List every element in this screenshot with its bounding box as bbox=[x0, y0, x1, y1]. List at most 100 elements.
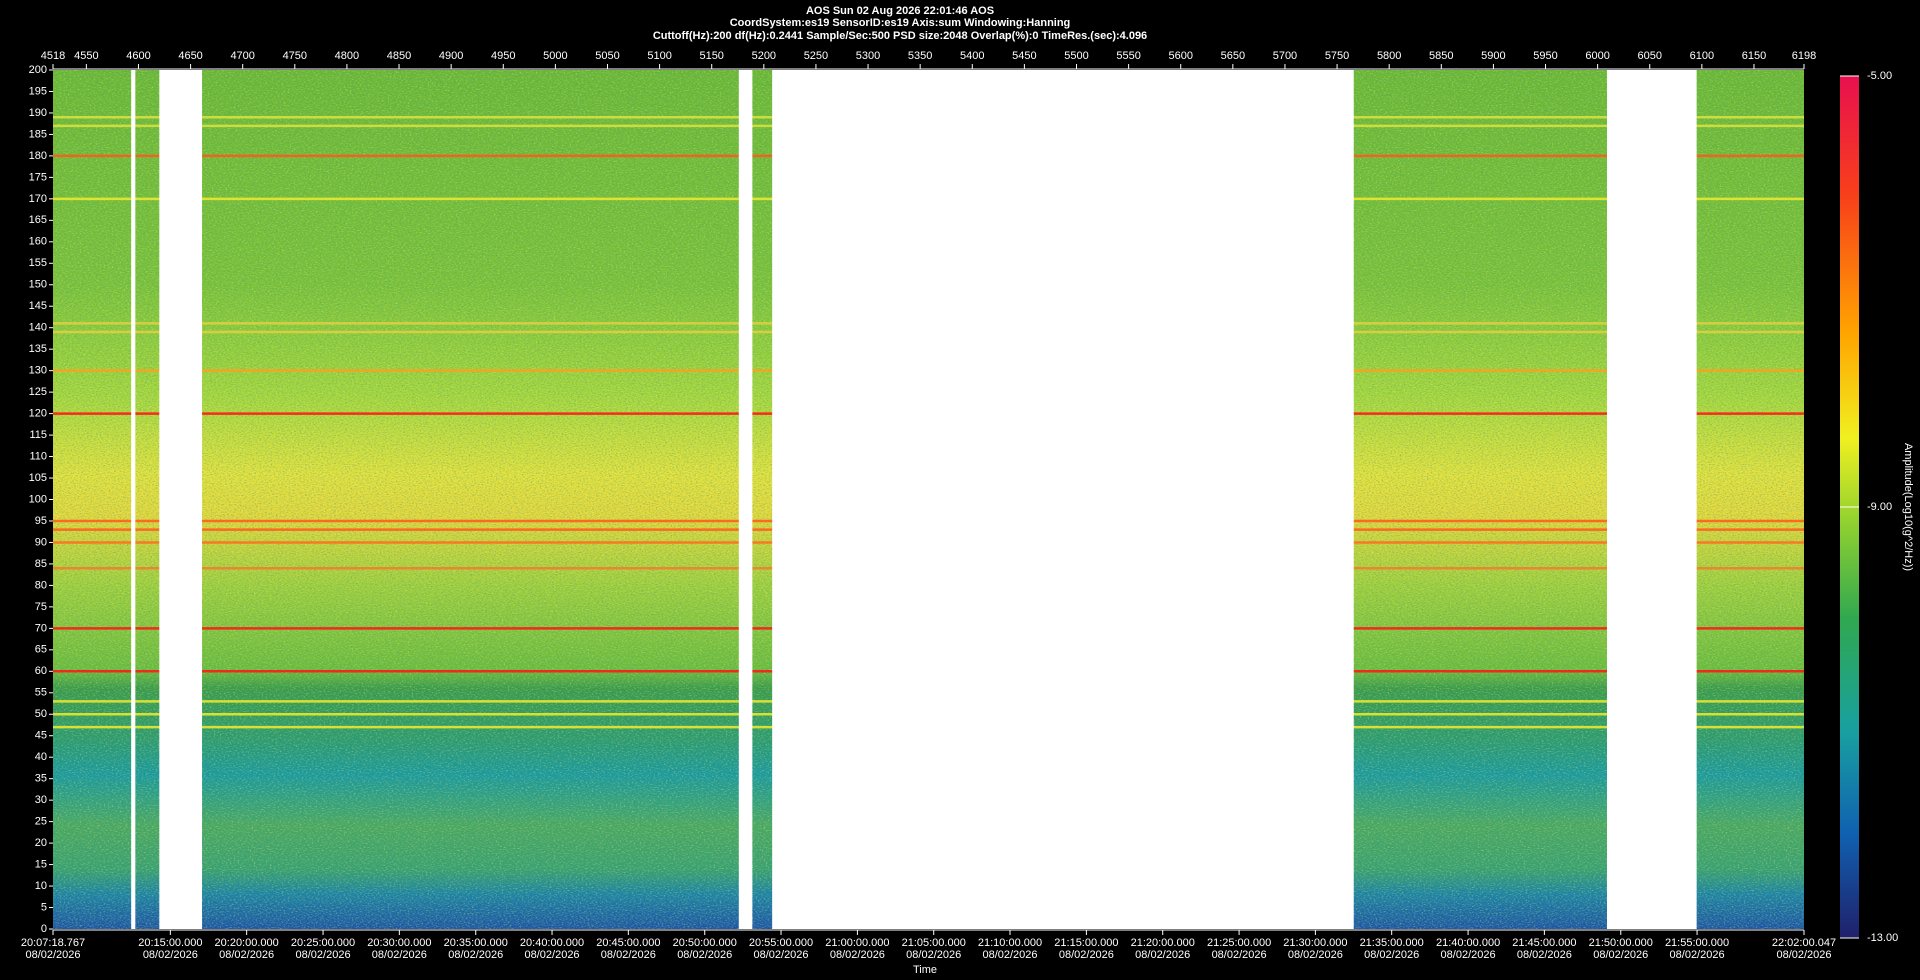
x-tick-label-time: 21:50:00.000 bbox=[1589, 937, 1653, 949]
x-tick-label-time: 21:10:00.000 bbox=[978, 937, 1042, 949]
y-tick-label: 105 bbox=[29, 472, 47, 484]
y-tick-label: 40 bbox=[35, 751, 47, 763]
x-tick-label-date: 08/02/2026 bbox=[1593, 949, 1648, 961]
y-tick-label: 75 bbox=[35, 601, 47, 613]
x-tick-label-top: 5650 bbox=[1221, 50, 1245, 62]
y-tick-label: 145 bbox=[29, 300, 47, 312]
x-tick-label-date: 08/02/2026 bbox=[25, 949, 80, 961]
x-tick-label-top: 5250 bbox=[804, 50, 828, 62]
y-tick-label: 135 bbox=[29, 343, 47, 355]
x-tick-label-date: 08/02/2026 bbox=[372, 949, 427, 961]
x-axis-label: Time bbox=[913, 964, 937, 976]
y-tick-label: 45 bbox=[35, 730, 47, 742]
x-tick-label-date: 08/02/2026 bbox=[448, 949, 503, 961]
x-tick-label-top: 5900 bbox=[1481, 50, 1505, 62]
x-tick-label-time: 22:02:00.047 bbox=[1772, 937, 1836, 949]
y-tick-label: 175 bbox=[29, 171, 47, 183]
x-tick-label-date: 08/02/2026 bbox=[1441, 949, 1496, 961]
x-tick-label-date: 08/02/2026 bbox=[143, 949, 198, 961]
x-tick-label-time: 21:15:00.000 bbox=[1054, 937, 1118, 949]
x-tick-label-top: 4518 bbox=[41, 50, 65, 62]
x-tick-label-date: 08/02/2026 bbox=[906, 949, 961, 961]
x-tick-label-top: 5150 bbox=[699, 50, 723, 62]
x-tick-label-top: 4600 bbox=[126, 50, 150, 62]
x-tick-label-date: 08/02/2026 bbox=[525, 949, 580, 961]
x-tick-label-time: 20:20:00.000 bbox=[215, 937, 279, 949]
x-tick-label-top: 5750 bbox=[1325, 50, 1349, 62]
y-tick-label: 70 bbox=[35, 622, 47, 634]
x-tick-label-time: 20:40:00.000 bbox=[520, 937, 584, 949]
x-tick-label-top: 5050 bbox=[595, 50, 619, 62]
colorbar-tick-label: -13.00 bbox=[1867, 932, 1898, 944]
x-tick-label-time: 21:05:00.000 bbox=[902, 937, 966, 949]
y-tick-label: 115 bbox=[29, 429, 47, 441]
y-tick-label: 125 bbox=[29, 386, 47, 398]
x-tick-label-top: 5800 bbox=[1377, 50, 1401, 62]
y-tick-label: 30 bbox=[35, 794, 47, 806]
data-gap bbox=[131, 70, 136, 929]
x-tick-label-date: 08/02/2026 bbox=[982, 949, 1037, 961]
x-tick-label-time: 20:15:00.000 bbox=[138, 937, 202, 949]
y-tick-label: 120 bbox=[29, 408, 47, 420]
x-tick-label-time: 21:40:00.000 bbox=[1436, 937, 1500, 949]
x-tick-label-date: 08/02/2026 bbox=[1212, 949, 1267, 961]
x-tick-label-top: 5550 bbox=[1116, 50, 1140, 62]
x-tick-label-top: 4900 bbox=[439, 50, 463, 62]
data-gap bbox=[159, 70, 203, 929]
x-tick-label-top: 5950 bbox=[1533, 50, 1557, 62]
y-tick-label: 110 bbox=[29, 450, 47, 462]
colorbar-tick-label: -5.00 bbox=[1867, 70, 1892, 82]
x-tick-label-date: 08/02/2026 bbox=[1670, 949, 1725, 961]
colorbar-tick-label: -9.00 bbox=[1867, 501, 1892, 513]
x-tick-label-top: 4800 bbox=[335, 50, 359, 62]
x-tick-label-date: 08/02/2026 bbox=[1288, 949, 1343, 961]
x-tick-label-top: 4550 bbox=[74, 50, 98, 62]
y-tick-label: 50 bbox=[35, 708, 47, 720]
x-tick-label-top: 4950 bbox=[491, 50, 515, 62]
y-tick-label: 165 bbox=[29, 214, 47, 226]
data-gap bbox=[772, 70, 1354, 929]
x-tick-label-top: 6150 bbox=[1742, 50, 1766, 62]
y-tick-label: 160 bbox=[29, 236, 47, 248]
y-tick-label: 15 bbox=[35, 858, 47, 870]
x-tick-label-date: 08/02/2026 bbox=[1364, 949, 1419, 961]
y-tick-label: 85 bbox=[35, 558, 47, 570]
x-tick-label-top: 4850 bbox=[387, 50, 411, 62]
y-tick-label: 5 bbox=[41, 901, 47, 913]
x-tick-label-top: 4650 bbox=[178, 50, 202, 62]
x-tick-label-time: 21:25:00.000 bbox=[1207, 937, 1271, 949]
x-tick-label-time: 20:45:00.000 bbox=[596, 937, 660, 949]
x-tick-label-time: 20:55:00.000 bbox=[749, 937, 813, 949]
y-tick-label: 95 bbox=[35, 515, 47, 527]
x-tick-label-top: 4700 bbox=[230, 50, 254, 62]
x-tick-label-top: 6050 bbox=[1638, 50, 1662, 62]
x-tick-label-top: 6000 bbox=[1585, 50, 1609, 62]
x-tick-label-time: 20:25:00.000 bbox=[291, 937, 355, 949]
y-tick-label: 90 bbox=[35, 536, 47, 548]
x-tick-label-top: 5000 bbox=[543, 50, 567, 62]
data-gap bbox=[738, 70, 753, 929]
x-tick-label-date: 08/02/2026 bbox=[601, 949, 656, 961]
x-tick-label-date: 08/02/2026 bbox=[1135, 949, 1190, 961]
x-tick-label-top: 5850 bbox=[1429, 50, 1453, 62]
x-tick-label-time: 21:45:00.000 bbox=[1512, 937, 1576, 949]
colorbar-label: Amplitude(Log10(g^2/Hz)) bbox=[1902, 443, 1914, 571]
y-tick-label: 155 bbox=[29, 257, 47, 269]
y-tick-label: 10 bbox=[35, 880, 47, 892]
y-tick-label: 140 bbox=[29, 322, 47, 334]
y-tick-label: 190 bbox=[29, 107, 47, 119]
x-tick-label-top: 6198 bbox=[1792, 50, 1816, 62]
x-tick-label-date: 08/02/2026 bbox=[753, 949, 808, 961]
plot-area bbox=[53, 70, 1804, 929]
y-tick-label: 55 bbox=[35, 687, 47, 699]
x-tick-label-top: 5700 bbox=[1273, 50, 1297, 62]
x-tick-label-top: 5350 bbox=[908, 50, 932, 62]
y-tick-label: 185 bbox=[29, 128, 47, 140]
x-tick-label-date: 08/02/2026 bbox=[1059, 949, 1114, 961]
x-tick-label-date: 08/02/2026 bbox=[1517, 949, 1572, 961]
x-tick-label-top: 5450 bbox=[1012, 50, 1036, 62]
y-tick-label: 100 bbox=[29, 493, 47, 505]
y-tick-label: 130 bbox=[29, 365, 47, 377]
